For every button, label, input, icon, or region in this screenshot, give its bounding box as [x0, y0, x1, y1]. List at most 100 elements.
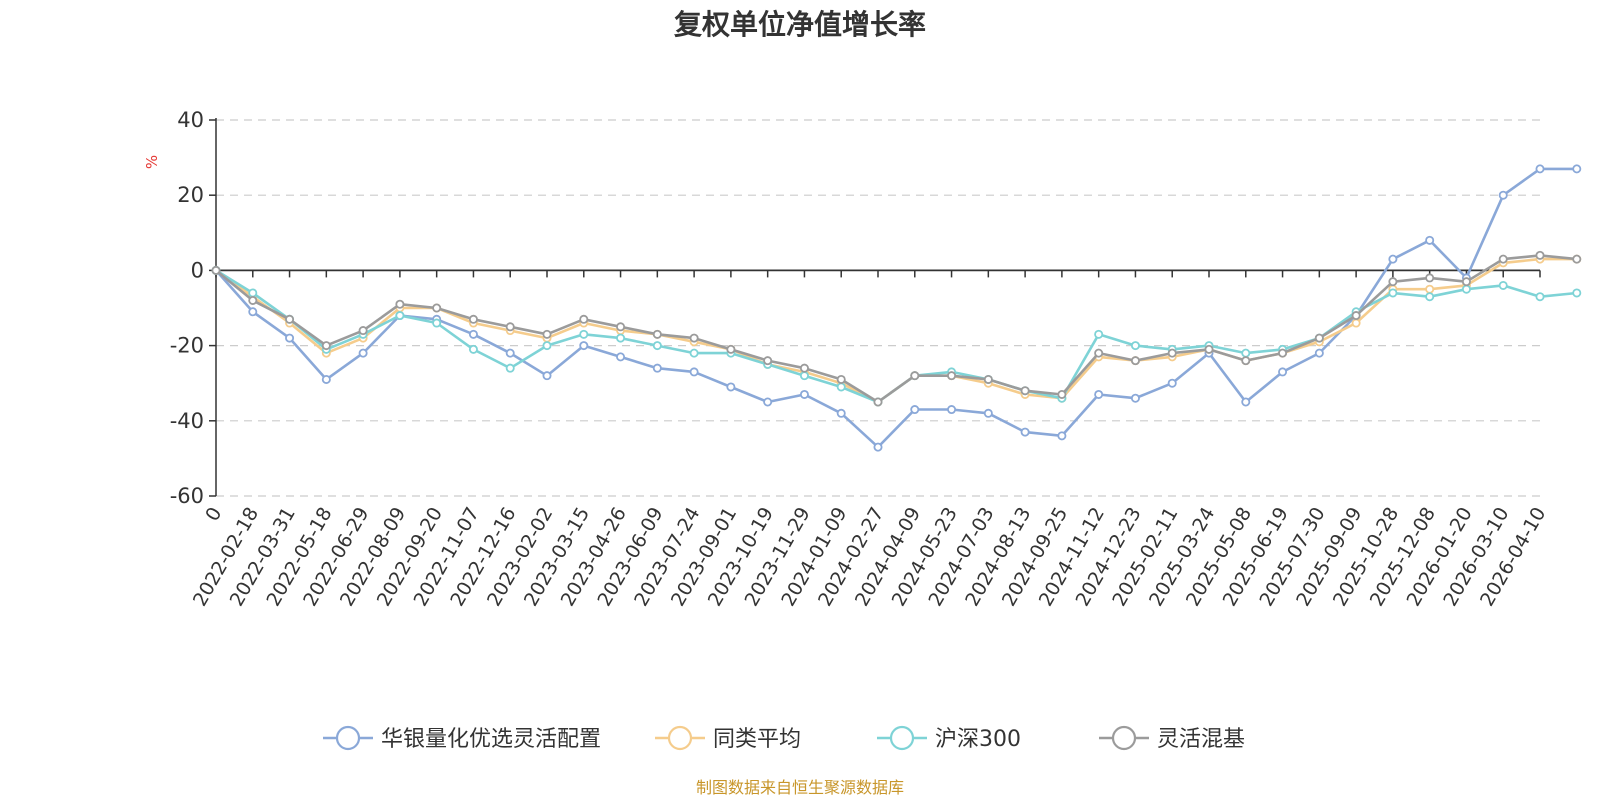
data-point	[1425, 235, 1435, 245]
data-point	[836, 374, 846, 384]
data-point	[1388, 288, 1398, 298]
data-point	[1572, 254, 1582, 264]
data-point	[468, 329, 478, 339]
data-point	[1241, 397, 1251, 407]
data-point	[211, 265, 221, 275]
data-point	[616, 352, 626, 362]
data-point	[579, 329, 589, 339]
data-point	[947, 405, 957, 415]
data-point	[321, 341, 331, 351]
data-point	[983, 408, 993, 418]
data-point	[1425, 273, 1435, 283]
data-point	[689, 348, 699, 358]
x-tick-label: 0	[201, 504, 226, 525]
data-point	[799, 371, 809, 381]
data-point	[689, 333, 699, 343]
data-point	[1425, 284, 1435, 294]
legend-circle-icon	[889, 725, 915, 751]
data-point	[1498, 280, 1508, 290]
data-point	[1094, 389, 1104, 399]
data-point	[1498, 190, 1508, 200]
legend-label: 沪深300	[935, 727, 1021, 752]
legend-item[interactable]: 华银量化优选灵活配置	[323, 725, 601, 752]
data-point	[1498, 254, 1508, 264]
data-point	[505, 363, 515, 373]
legend-item[interactable]: 同类平均	[655, 725, 801, 752]
data-point	[248, 295, 258, 305]
data-point	[910, 371, 920, 381]
data-point	[652, 329, 662, 339]
legend-label: 同类平均	[713, 727, 801, 752]
data-point	[358, 326, 368, 336]
data-point	[468, 314, 478, 324]
y-tick-label: 40	[177, 108, 204, 132]
data-point	[1057, 431, 1067, 441]
data-point	[321, 374, 331, 384]
data-point	[1314, 333, 1324, 343]
legend-circle-icon	[667, 725, 693, 751]
data-point	[248, 307, 258, 317]
data-point	[799, 363, 809, 373]
series-line	[215, 257, 1577, 404]
data-point	[1167, 378, 1177, 388]
data-point	[1241, 356, 1251, 366]
legend-item[interactable]: 灵活混基	[1099, 725, 1245, 752]
data-point	[1094, 329, 1104, 339]
series-line	[215, 167, 1577, 449]
legend-label: 华银量化优选灵活配置	[381, 727, 601, 752]
data-point	[358, 348, 368, 358]
data-point	[395, 299, 405, 309]
data-point	[542, 329, 552, 339]
data-point	[947, 371, 957, 381]
data-point	[1535, 250, 1545, 260]
legend-label: 灵活混基	[1157, 727, 1245, 752]
y-axis-unit: %	[143, 155, 161, 169]
data-point	[579, 341, 589, 351]
data-point	[726, 382, 736, 392]
data-point	[542, 341, 552, 351]
data-point	[542, 371, 552, 381]
legend-circle-icon	[1111, 725, 1137, 751]
data-point	[1461, 284, 1471, 294]
data-point	[726, 344, 736, 354]
data-point	[1057, 389, 1067, 399]
data-point	[836, 382, 846, 392]
data-point	[579, 314, 589, 324]
y-tick-label: -40	[170, 409, 204, 433]
data-point	[468, 344, 478, 354]
axes: 40200-20-40-6002022-02-182022-03-312022-…	[170, 108, 1551, 610]
data-point	[763, 356, 773, 366]
data-point	[285, 314, 295, 324]
data-point	[1535, 164, 1545, 174]
data-point	[689, 367, 699, 377]
data-point	[1020, 386, 1030, 396]
grid	[216, 119, 1540, 497]
data-point	[432, 303, 442, 313]
data-point	[1020, 427, 1030, 437]
legend: 华银量化优选灵活配置 同类平均 沪深300 灵活混基	[323, 725, 1245, 752]
source-note: 制图数据来自恒生聚源数据库	[696, 778, 904, 797]
data-point	[1130, 356, 1140, 366]
data-point	[616, 322, 626, 332]
data-point	[799, 389, 809, 399]
data-point	[1130, 393, 1140, 403]
data-point	[1572, 164, 1582, 174]
data-point	[1278, 348, 1288, 358]
data-point	[616, 333, 626, 343]
data-point	[983, 374, 993, 384]
data-point	[1278, 367, 1288, 377]
data-point	[505, 348, 515, 358]
data-point	[1461, 277, 1471, 287]
data-point	[1572, 288, 1582, 298]
data-point	[1167, 348, 1177, 358]
data-point	[873, 397, 883, 407]
legend-item[interactable]: 沪深300	[877, 725, 1021, 752]
data-point	[1425, 292, 1435, 302]
data-point	[1094, 348, 1104, 358]
series-group	[211, 164, 1582, 452]
data-point	[1204, 344, 1214, 354]
data-point	[1351, 311, 1361, 321]
data-point	[1388, 277, 1398, 287]
data-point	[1351, 318, 1361, 328]
